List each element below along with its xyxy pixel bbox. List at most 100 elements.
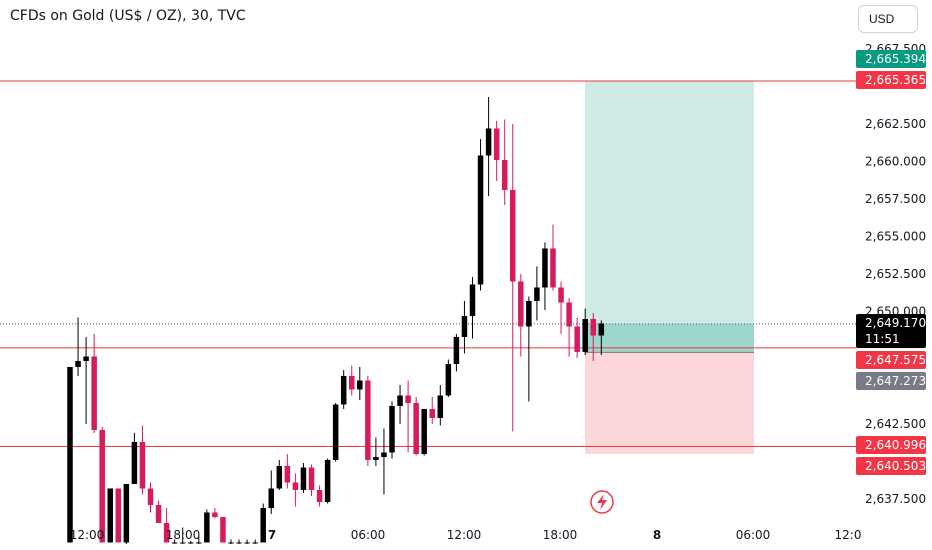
- candle-body: [340, 375, 347, 405]
- candle-body: [381, 452, 387, 457]
- position-target-zone[interactable]: [585, 80, 754, 353]
- candle-body: [83, 356, 89, 361]
- candle-body: [469, 284, 476, 316]
- price-tags: 2,665.394 2,665.365 2,649.170 11:51 2,647.57…: [856, 50, 926, 475]
- candle-body: [542, 248, 548, 288]
- candle-body: [501, 159, 508, 190]
- candle-body: [324, 459, 331, 502]
- price-tag: [856, 351, 926, 369]
- candle-body: [188, 542, 194, 544]
- price-tag: [856, 372, 926, 390]
- candle-body: [598, 323, 605, 336]
- candle-body: [300, 467, 307, 490]
- price-tag-label: 2,640.503: [865, 459, 926, 473]
- time-tick-label: 12:00: [70, 528, 105, 542]
- candle-body: [477, 155, 484, 285]
- candle-body: [413, 402, 419, 454]
- price-tick-label: 2,637.500: [865, 492, 926, 506]
- candle-body: [357, 380, 363, 390]
- price-tick-label: 2,660.000: [865, 154, 926, 168]
- price-tick-label: 2,662.500: [865, 117, 926, 131]
- price-tag-label: 2,640.996: [865, 438, 926, 452]
- candle-body: [316, 489, 323, 502]
- price-axis[interactable]: 2,667.5002,662.5002,660.0002,657.5002,65…: [865, 42, 926, 506]
- candle-body: [163, 522, 170, 543]
- candle-body: [590, 318, 596, 336]
- candle-body: [155, 504, 162, 523]
- candle-body: [196, 542, 202, 544]
- candle-body: [292, 482, 299, 490]
- time-tick-label: 12:00: [447, 528, 482, 542]
- candle-body: [534, 287, 540, 301]
- time-tick-label: 8: [653, 528, 661, 542]
- time-tick-label: 06:00: [736, 528, 771, 542]
- price-tag: [856, 50, 926, 68]
- price-tick-label: 2,655.000: [865, 229, 926, 243]
- price-tag: [856, 71, 926, 89]
- candle-body: [131, 441, 138, 484]
- price-tag-countdown: 11:51: [865, 332, 900, 346]
- candle-body: [99, 429, 105, 543]
- candle-body: [574, 326, 580, 352]
- time-axis[interactable]: 12:00 18:00 7 06:00 12:00 18:00 8 06:00 12:0: [70, 528, 862, 542]
- candle-body: [284, 465, 291, 483]
- candle-body: [220, 516, 226, 543]
- candle-body: [518, 281, 524, 327]
- price-tick-label: 2,657.500: [865, 192, 926, 206]
- candle-body: [228, 542, 234, 544]
- candle-body: [75, 360, 81, 367]
- candle-body: [389, 405, 395, 453]
- candle-body: [582, 318, 588, 352]
- currency-button[interactable]: USD: [858, 5, 918, 33]
- candles: [67, 96, 605, 544]
- candle-body: [212, 512, 218, 517]
- candle-body: [147, 488, 154, 505]
- time-tick-label: 18:00: [543, 528, 578, 542]
- chart-title: CFDs on Gold (US$ / OZ), 30, TVC: [10, 8, 246, 24]
- price-tick-label: 2,652.500: [865, 267, 926, 281]
- candle-body: [139, 441, 146, 489]
- candle-body: [204, 512, 210, 543]
- candle-body: [397, 395, 403, 406]
- candle-body: [566, 302, 572, 327]
- target-zone-rect: [585, 80, 754, 353]
- candle-body: [332, 404, 339, 460]
- candle-body: [558, 287, 564, 303]
- price-tag-label: 2,649.170: [865, 316, 926, 330]
- time-tick-label: 12:0: [835, 528, 862, 542]
- candle-body: [308, 467, 315, 490]
- candle-body: [268, 488, 274, 508]
- candle-body: [429, 408, 435, 418]
- time-tick-label: 7: [268, 528, 276, 542]
- price-tick-label: 2,642.500: [865, 417, 926, 431]
- price-tag: [856, 314, 926, 348]
- stop-zone-rect: [585, 352, 754, 454]
- candle-body: [179, 542, 186, 544]
- candle-body: [461, 315, 468, 337]
- price-tag-label: 2,665.394: [865, 52, 926, 66]
- time-tick-label: 18:00: [166, 528, 201, 542]
- candle-body: [236, 542, 242, 544]
- candle-body: [437, 395, 444, 418]
- candle-body: [91, 356, 97, 430]
- price-tag-label: 2,647.273: [865, 374, 926, 388]
- candle-body: [115, 488, 122, 543]
- lightning-icon[interactable]: [590, 490, 614, 514]
- candle-body: [526, 300, 532, 327]
- candle-body: [171, 542, 178, 544]
- candle-body: [252, 542, 258, 544]
- candle-body: [373, 456, 379, 460]
- candle-body: [365, 380, 371, 460]
- candle-body: [107, 488, 113, 543]
- position-stop-zone[interactable]: [585, 352, 754, 454]
- candle-body: [123, 483, 130, 543]
- candle-body: [453, 336, 460, 364]
- candle-body: [405, 395, 411, 403]
- candle-body: [485, 128, 492, 156]
- candle-body: [349, 375, 355, 390]
- price-tag-label: 2,665.365: [865, 73, 926, 87]
- candle-body: [260, 507, 266, 543]
- candle-body: [445, 363, 452, 396]
- candle-body: [510, 189, 516, 282]
